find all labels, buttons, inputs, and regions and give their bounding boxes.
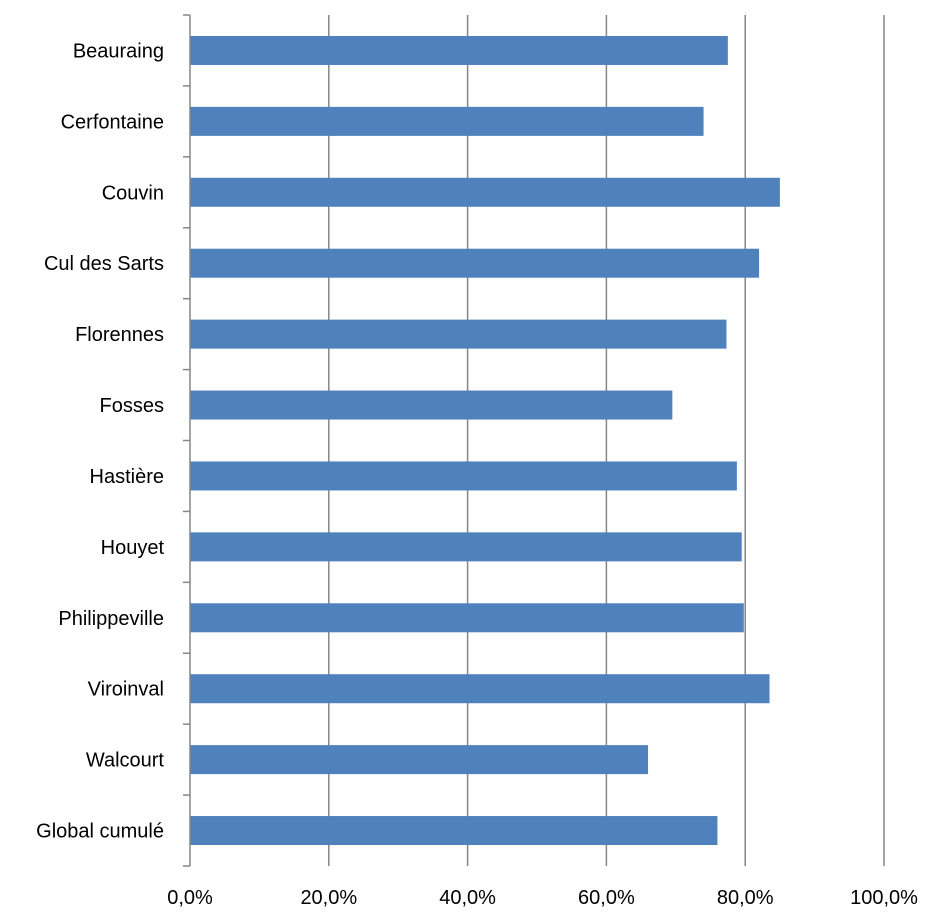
bar-florennes — [190, 319, 727, 349]
bar-couvin — [190, 177, 780, 207]
category-label-couvin: Couvin — [102, 182, 164, 204]
x-tick-label-4: 80,0% — [717, 887, 774, 909]
gridlines — [328, 15, 885, 866]
category-labels: Beauraing Cerfontaine Couvin Cul des Sarts F… — [36, 40, 164, 842]
x-tick-labels: 0,0% 20,0% 40,0% 60,0% 80,0% 100,0% — [167, 887, 918, 909]
x-tick-label-0: 0,0% — [167, 887, 213, 909]
x-tick-label-5: 100,0% — [850, 887, 918, 909]
category-label-fosses: Fosses — [100, 395, 164, 417]
category-label-viroinval: Viroinval — [88, 679, 164, 701]
bar-fosses — [190, 390, 673, 420]
category-label-walcourt: Walcourt — [86, 750, 165, 772]
bar-walcourt — [190, 745, 649, 775]
bar-hastiere — [190, 461, 737, 491]
category-label-cul-des-sarts: Cul des Sarts — [44, 253, 164, 275]
category-label-florennes: Florennes — [75, 324, 164, 346]
category-label-hastiere: Hastière — [90, 466, 164, 488]
bar-global-cumule — [190, 816, 718, 846]
bars — [190, 35, 780, 846]
category-label-global-cumule: Global cumulé — [36, 821, 164, 843]
bar-cul-des-sarts — [190, 248, 760, 278]
category-label-cerfontaine: Cerfontaine — [61, 111, 164, 133]
bar-viroinval — [190, 674, 770, 704]
category-label-houyet: Houyet — [101, 537, 165, 559]
x-tick-label-3: 60,0% — [578, 887, 635, 909]
x-tick-label-2: 40,0% — [439, 887, 496, 909]
bar-cerfontaine — [190, 106, 704, 136]
category-label-philippeville: Philippeville — [58, 608, 164, 630]
category-label-beauraing: Beauraing — [73, 40, 164, 62]
bar-houyet — [190, 532, 742, 562]
bar-beauraing — [190, 35, 728, 65]
bar-philippeville — [190, 603, 744, 633]
axes — [183, 14, 191, 867]
x-tick-label-1: 20,0% — [300, 887, 357, 909]
